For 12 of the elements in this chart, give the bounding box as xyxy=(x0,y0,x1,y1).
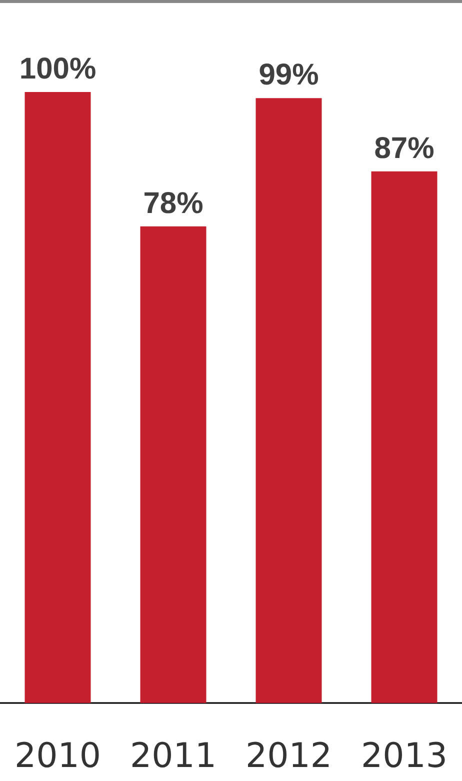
data-label: 87% xyxy=(374,132,434,165)
x-tick-label: 2010 xyxy=(14,736,102,776)
data-label: 99% xyxy=(258,58,319,92)
x-tick-label: 2013 xyxy=(360,736,448,776)
bar xyxy=(24,92,91,703)
bar xyxy=(140,226,206,703)
x-tick-label: 2012 xyxy=(245,736,332,776)
x-tick-label: 2011 xyxy=(130,736,217,776)
bar xyxy=(371,171,438,703)
bar xyxy=(256,98,322,703)
data-label: 78% xyxy=(143,186,204,220)
data-label: 100% xyxy=(19,52,96,86)
